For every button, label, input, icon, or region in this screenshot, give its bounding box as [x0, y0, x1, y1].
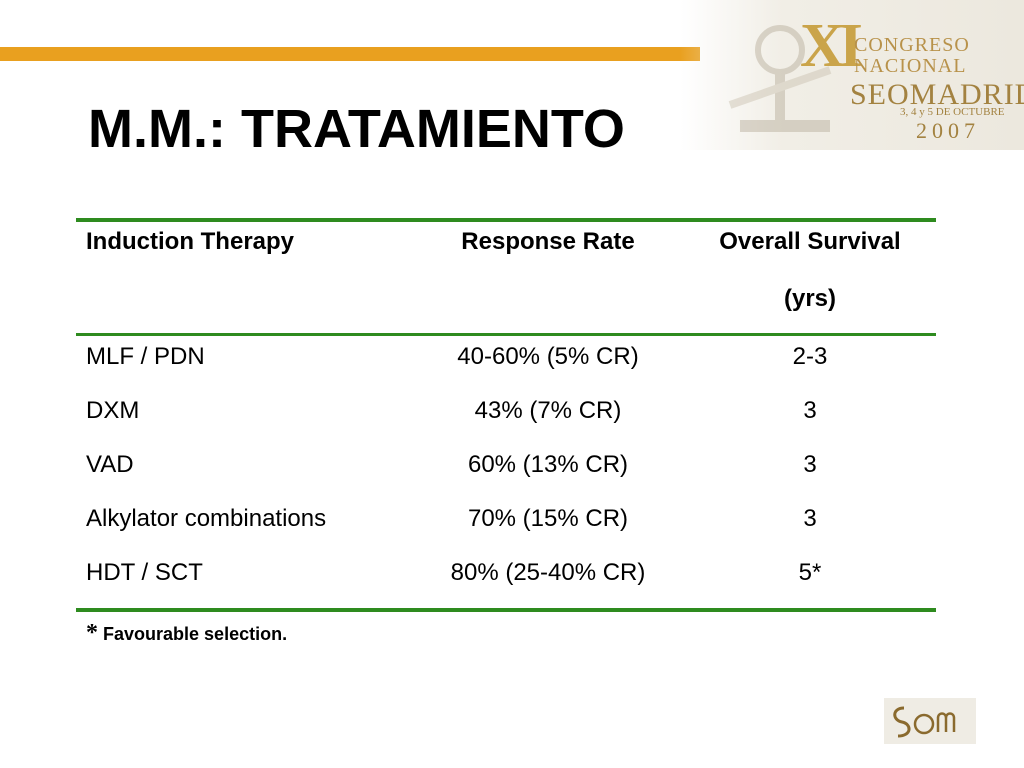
header-overall-survival: Overall Survival [719, 228, 901, 255]
header-response-rate: Response Rate [461, 228, 635, 255]
therapy-cell: VAD [86, 451, 134, 478]
response-cell: 40-60% (5% CR) [457, 343, 639, 370]
table-header-rule [76, 333, 936, 336]
logo-line-nacional: NACIONAL [854, 55, 967, 77]
therapy-cell: Alkylator combinations [86, 505, 327, 532]
seom-logo-mark-icon [893, 706, 956, 738]
accent-bar [0, 47, 700, 61]
survival-cell: 2-3 [792, 343, 828, 370]
slide-title: M.M.: TRATAMIENTO [88, 99, 625, 159]
response-cell: 70% (15% CR) [467, 505, 629, 532]
response-cell: 80% (25-40% CR) [450, 559, 646, 586]
footnote-text: Favourable selection. [103, 624, 288, 644]
header-induction-therapy: Induction Therapy [86, 228, 295, 255]
logo-line-year: 2007 [916, 118, 980, 143]
logo-line-dates: 3, 4 y 5 DE OCTUBRE [900, 106, 1005, 118]
logo-line-congreso: CONGRESO [854, 34, 970, 56]
therapy-cell: DXM [86, 397, 140, 424]
congress-logo: XI CONGRESO NACIONAL SEOMADRID 3, 4 y 5 … [680, 0, 1024, 150]
footnote: * Favourable selection. [86, 620, 287, 647]
logo-roman-numeral: XI [800, 12, 863, 80]
survival-cell: 3 [803, 505, 817, 532]
header-overall-survival-units: (yrs) [783, 285, 837, 312]
therapy-cell: HDT / SCT [86, 559, 203, 586]
logo-line-seomadrid: SEOMADRID [850, 78, 1024, 111]
seom-logo [884, 698, 976, 744]
response-cell: 60% (13% CR) [467, 451, 629, 478]
footnote-star: * [86, 620, 98, 646]
therapy-cell: MLF / PDN [86, 343, 205, 370]
response-cell: 43% (7% CR) [474, 397, 622, 424]
microscope-icon [728, 25, 832, 132]
survival-cell: 3 [803, 451, 817, 478]
table-bottom-rule [76, 608, 936, 612]
survival-cell: 5* [798, 559, 822, 586]
survival-cell: 3 [803, 397, 817, 424]
table-top-rule [76, 218, 936, 222]
